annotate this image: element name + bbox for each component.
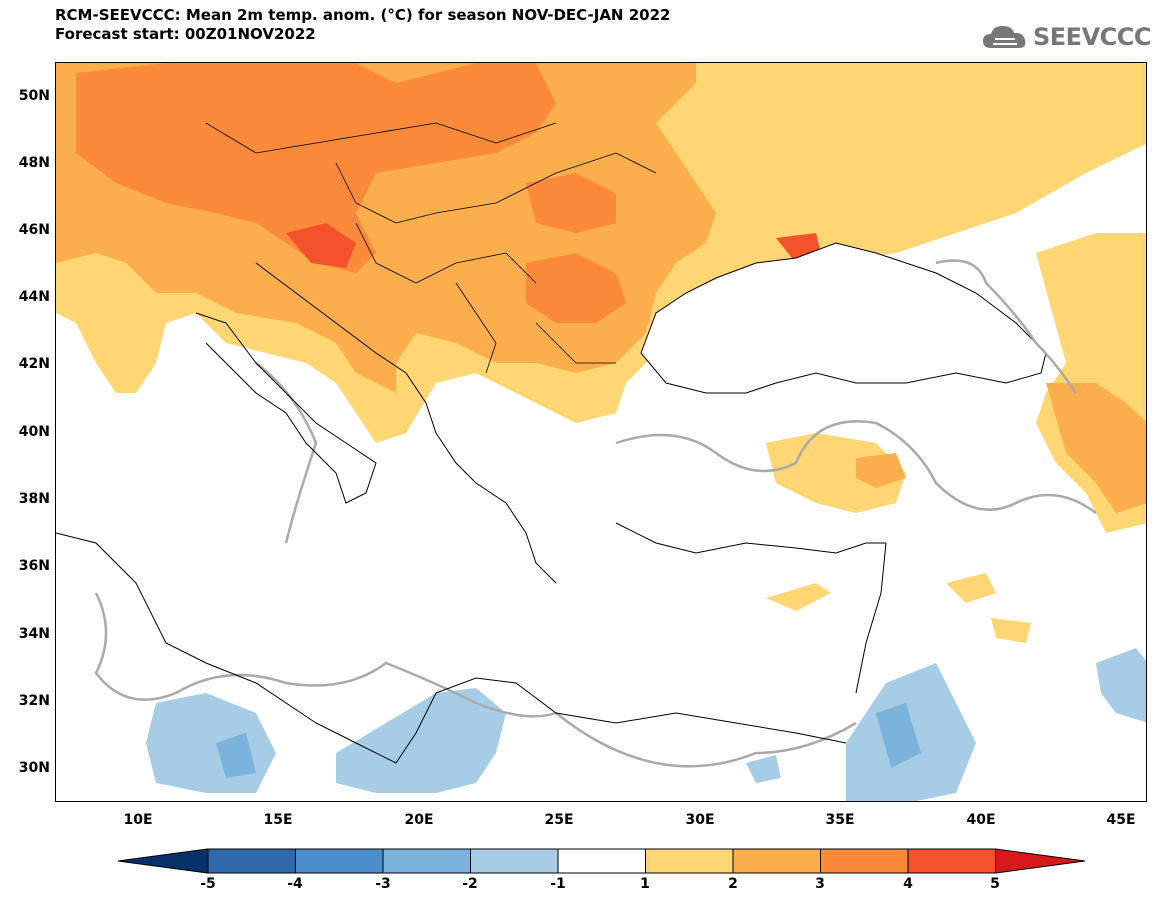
lon-label-10e: 10E <box>123 812 153 828</box>
lon-label-25e: 25E <box>544 812 574 828</box>
anomaly-zone-4-5-spot <box>286 223 356 268</box>
colorbar-seg-4-5 <box>907 848 996 874</box>
colorbar-seg-m2-m1 <box>470 848 559 874</box>
lat-label-34n: 34N <box>18 626 50 642</box>
colorbar-seg-3-4 <box>820 848 909 874</box>
lon-label-30e: 30E <box>685 812 715 828</box>
lat-label-38n: 38N <box>18 491 50 507</box>
coastline-africa <box>56 532 847 764</box>
map-panel <box>55 62 1147 802</box>
colorbar-seg-lt-5 <box>118 848 209 874</box>
anomaly-zone-3-4-north <box>76 63 556 273</box>
colorbar-label-3: 3 <box>815 876 825 892</box>
colorbar-label-4: 4 <box>903 876 913 892</box>
lat-label-36n: 36N <box>18 558 50 574</box>
zero-contour-italy <box>255 362 318 544</box>
anomaly-zone-neg2-arabia <box>876 703 921 768</box>
coastline-balkans <box>255 262 557 584</box>
anomaly-zone-2-3-anatolia <box>856 453 906 488</box>
colorbar-label-m4: -4 <box>287 876 303 892</box>
title-line-2: Forecast start: 00Z01NOV2022 <box>55 25 316 43</box>
anomaly-zone-1-2-iraq <box>991 618 1031 643</box>
colorbar-label-5: 5 <box>990 876 1000 892</box>
map-title: RCM-SEEVCCC: Mean 2m temp. anom. (°C) fo… <box>55 6 670 44</box>
title-line-1: RCM-SEEVCCC: Mean 2m temp. anom. (°C) fo… <box>55 6 671 24</box>
cloud-logo-icon <box>983 26 1026 48</box>
colorbar-label-1: 1 <box>640 876 650 892</box>
anomaly-zone-1-2-syria <box>946 573 996 603</box>
anomaly-zone-3-4-east <box>526 173 616 233</box>
lon-label-45e: 45E <box>1106 812 1136 828</box>
colorbar-seg-m4-m3 <box>295 848 384 874</box>
colorbar-seg-m3-m2 <box>382 848 471 874</box>
lat-label-44n: 44N <box>18 289 50 305</box>
coastline-italy <box>195 312 377 504</box>
zero-contour-anatolia <box>615 420 1097 515</box>
anomaly-zone-neg-iraq <box>1096 648 1146 723</box>
zero-contour-caucasus <box>935 259 1078 394</box>
lon-label-35e: 35E <box>825 812 855 828</box>
anomaly-zone-neg2-libya <box>216 733 256 778</box>
colorbar-seg-1-2 <box>645 848 734 874</box>
anomaly-zone-neg-libya-east <box>336 688 506 793</box>
colorbar-label-2: 2 <box>728 876 738 892</box>
zero-contour-med <box>94 592 857 768</box>
anomaly-zone-3-4-balkan <box>526 253 626 323</box>
seevccc-logo: SEEVCCC <box>981 22 1152 52</box>
lon-label-40e: 40E <box>966 812 996 828</box>
colorbar-seg-m1-1 <box>557 848 646 874</box>
lat-label-32n: 32N <box>18 693 50 709</box>
black-sea <box>640 242 1047 394</box>
coastline-levant <box>855 542 887 694</box>
colorbar-seg-gt-5 <box>995 848 1086 874</box>
colorbar-label-m3: -3 <box>375 876 391 892</box>
lat-label-42n: 42N <box>18 356 50 372</box>
colorbar-seg-m5-m4 <box>207 848 296 874</box>
anomaly-map <box>56 63 1146 801</box>
logo-text: SEEVCCC <box>1033 23 1152 51</box>
colorbar-seg-2-3 <box>732 848 821 874</box>
border-lines-europe <box>205 122 657 374</box>
lat-label-50n: 50N <box>18 88 50 104</box>
lat-label-46n: 46N <box>18 222 50 238</box>
anomaly-zone-neg-egypt <box>746 755 781 783</box>
colorbar-label-m2: -2 <box>462 876 478 892</box>
colorbar-label-m5: -5 <box>200 876 216 892</box>
coastline-turkey-south <box>615 522 886 554</box>
lat-label-30n: 30N <box>18 760 50 776</box>
colorbar <box>118 848 1086 874</box>
lon-label-20e: 20E <box>404 812 434 828</box>
lon-label-15e: 15E <box>263 812 293 828</box>
lat-label-40n: 40N <box>18 424 50 440</box>
lat-label-48n: 48N <box>18 155 50 171</box>
colorbar-label-m1: -1 <box>550 876 566 892</box>
anomaly-zone-1-2-cyprus <box>766 583 831 611</box>
anomaly-zone-2-3-caucasus <box>1046 383 1146 513</box>
